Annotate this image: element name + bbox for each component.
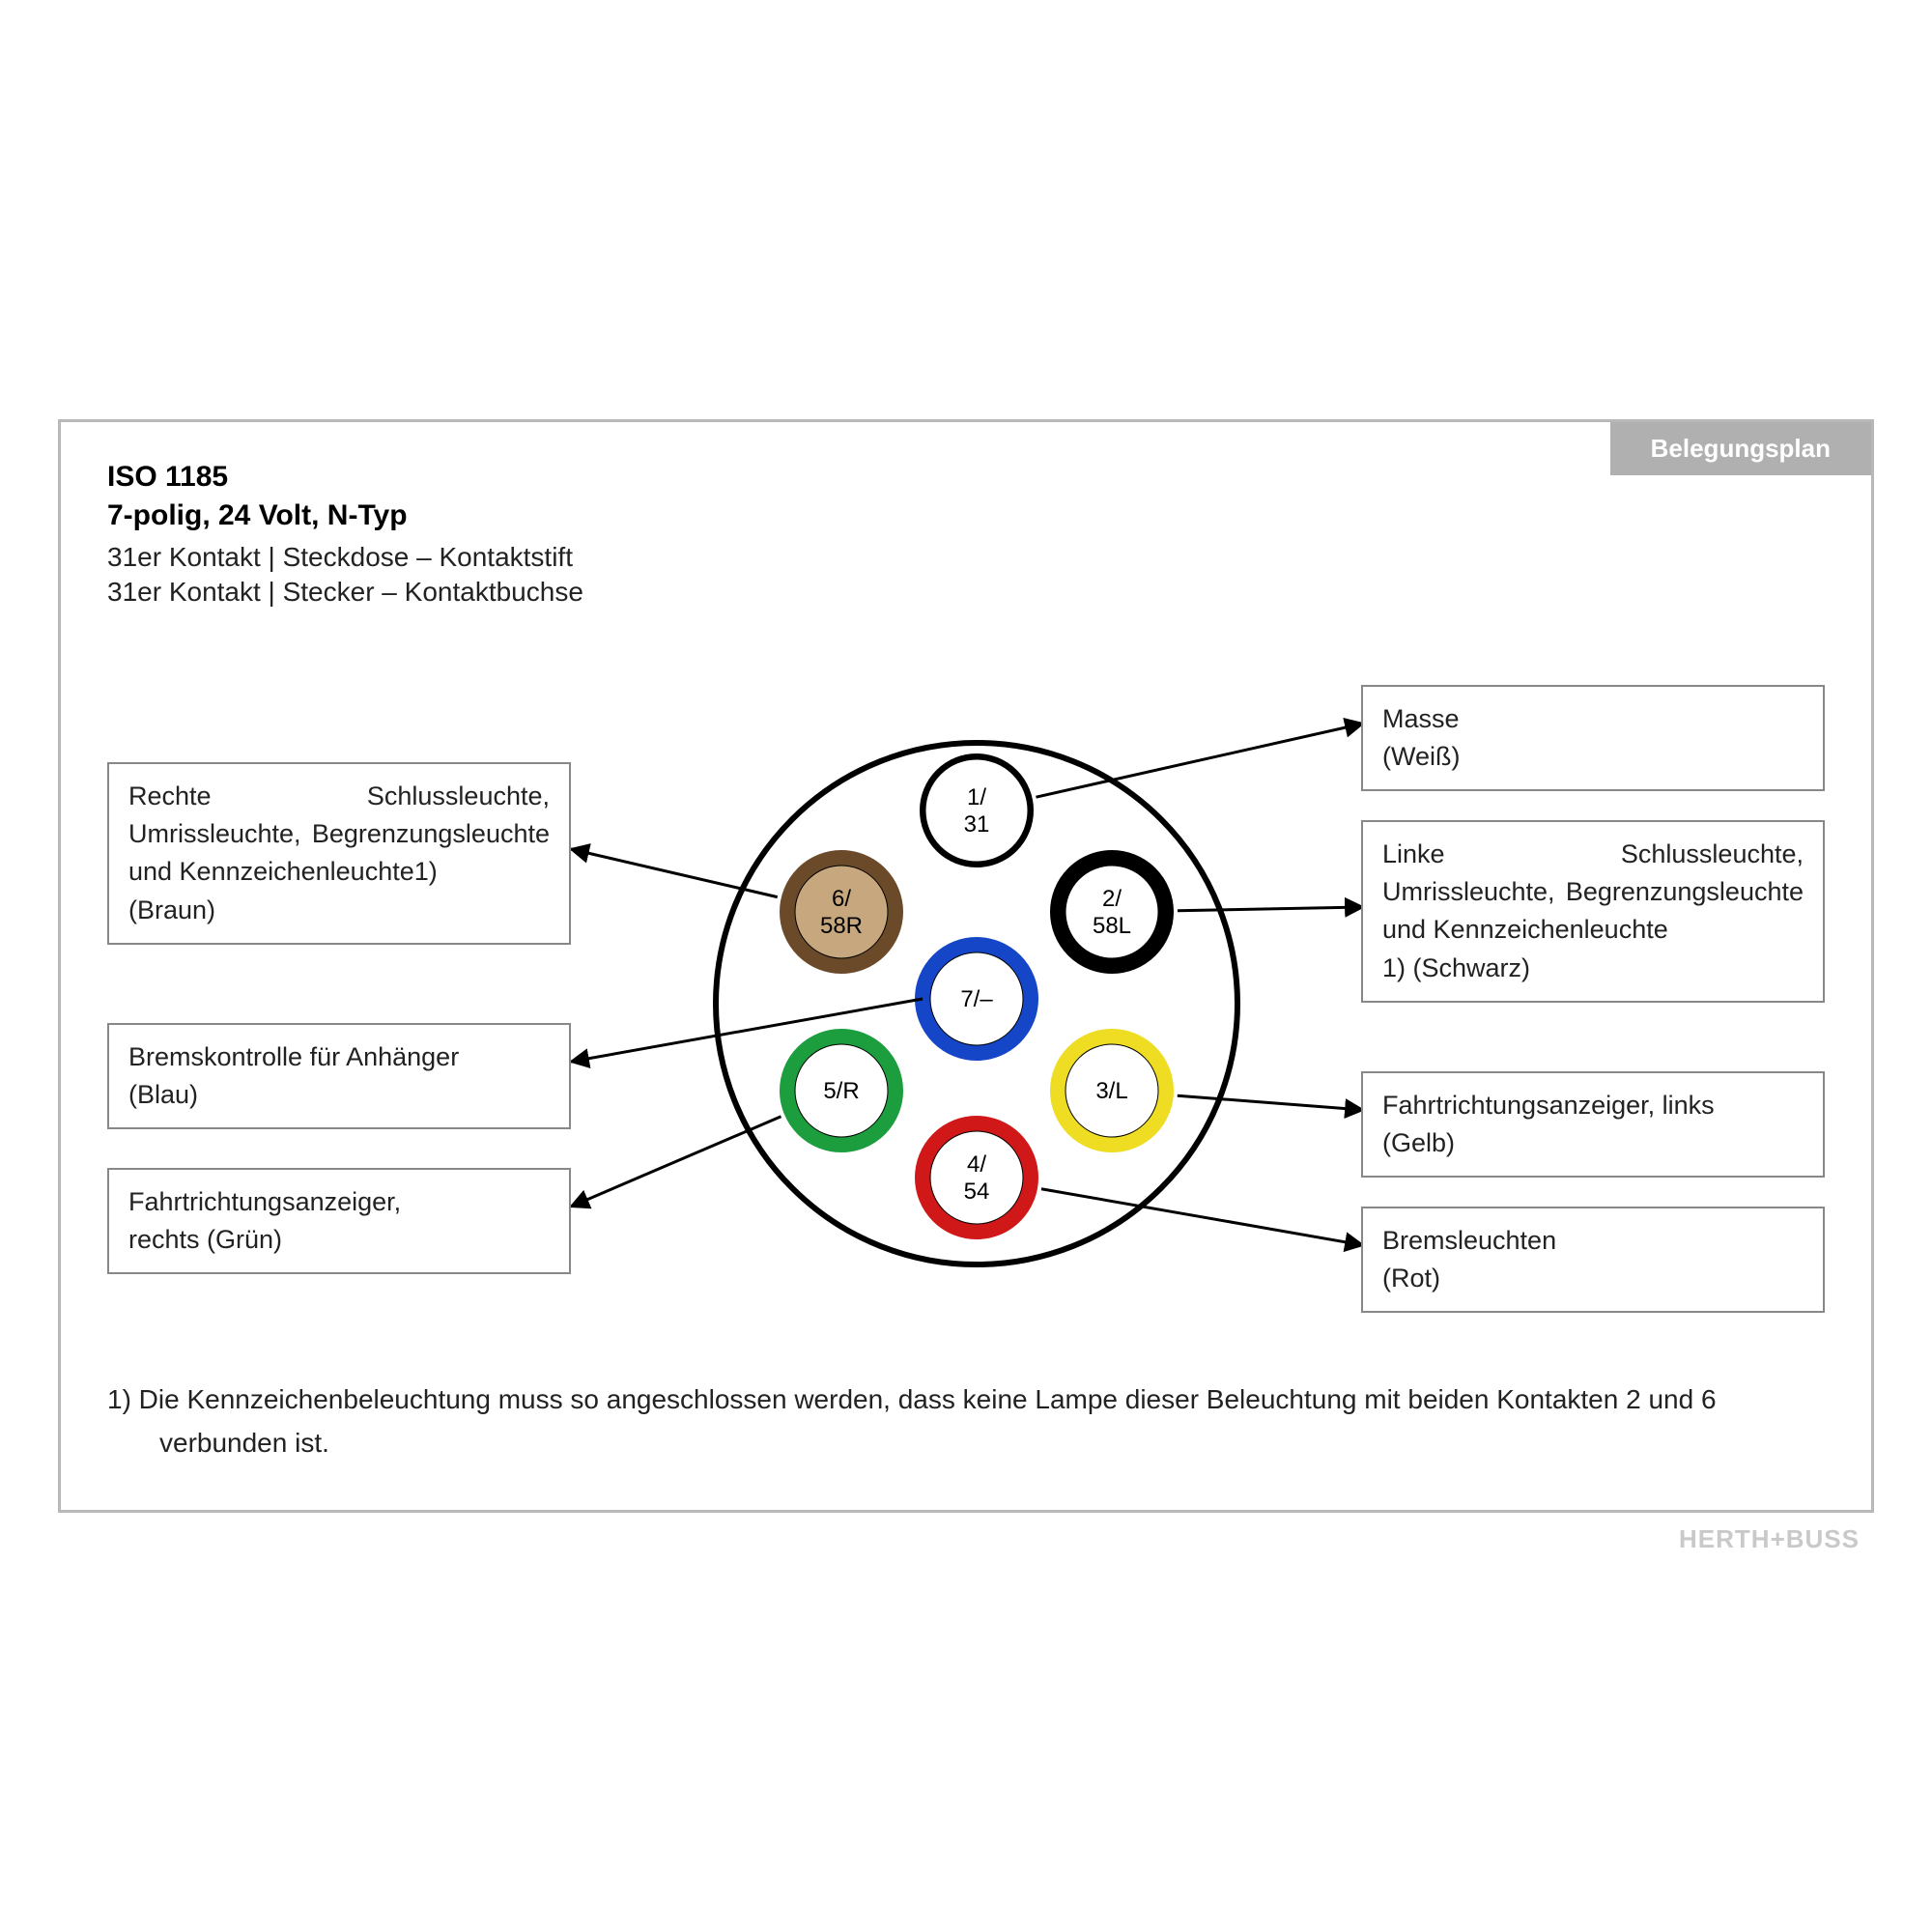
pin-1 bbox=[923, 756, 1031, 865]
callout-pin-2: Linke Schlussleuchte, Umrissleuchte, Beg… bbox=[1361, 820, 1825, 1003]
svg-text:1/: 1/ bbox=[967, 784, 986, 810]
pin-2 bbox=[1058, 858, 1166, 966]
arrow-pin-5 bbox=[571, 1117, 781, 1207]
header-block: ISO 1185 7-polig, 24 Volt, N-Typ 31er Ko… bbox=[107, 461, 1825, 608]
header-line-1: 31er Kontakt | Steckdose – Kontaktstift bbox=[107, 542, 1825, 573]
svg-text:2/: 2/ bbox=[1102, 886, 1122, 912]
svg-text:7/–: 7/– bbox=[960, 986, 993, 1012]
arrow-pin-1 bbox=[1036, 724, 1363, 797]
iso-subtitle: 7-polig, 24 Volt, N-Typ bbox=[107, 499, 1825, 532]
svg-text:58R: 58R bbox=[820, 913, 863, 939]
svg-text:58L: 58L bbox=[1093, 913, 1131, 939]
svg-text:4/: 4/ bbox=[967, 1151, 986, 1178]
iso-title: ISO 1185 bbox=[107, 461, 1825, 494]
diagram-area: 1/31 2/58L 3/L 4/54 5/R 6/58R 7/– Rechte Schlu… bbox=[107, 617, 1825, 1371]
pin-4 bbox=[923, 1123, 1031, 1232]
footnote: 1) Die Kennzeichenbeleuchtung muss so an… bbox=[107, 1378, 1825, 1465]
callout-pin-1: Masse (Weiß) bbox=[1361, 685, 1825, 791]
header-line-2: 31er Kontakt | Stecker – Kontaktbuchse bbox=[107, 577, 1825, 608]
svg-text:31: 31 bbox=[964, 811, 990, 838]
svg-text:5/R: 5/R bbox=[823, 1078, 859, 1104]
svg-text:54: 54 bbox=[964, 1179, 990, 1205]
pin-6 bbox=[787, 858, 895, 966]
brand-label: HERTH+BUSS bbox=[1679, 1524, 1860, 1554]
callout-pin-3: Fahrtrichtungsanzeiger, links (Gelb) bbox=[1361, 1071, 1825, 1178]
svg-text:3/L: 3/L bbox=[1095, 1078, 1127, 1104]
callout-pin-6: Rechte Schlussleuchte, Umrissleuch­te, B… bbox=[107, 762, 571, 945]
content: ISO 1185 7-polig, 24 Volt, N-Typ 31er Ko… bbox=[61, 422, 1871, 1510]
callout-pin-4: Bremsleuchten (Rot) bbox=[1361, 1207, 1825, 1313]
arrow-pin-6 bbox=[571, 849, 778, 897]
callout-pin-5: Fahrtrichtungsanzeiger, rechts (Grün) bbox=[107, 1168, 571, 1274]
diagram-frame: Belegungsplan ISO 1185 7-polig, 24 Volt,… bbox=[58, 419, 1874, 1513]
svg-text:6/: 6/ bbox=[832, 886, 851, 912]
callout-pin-7: Bremskontrolle für Anhänger (Blau) bbox=[107, 1023, 571, 1129]
tab-belegungsplan: Belegungsplan bbox=[1610, 422, 1871, 475]
